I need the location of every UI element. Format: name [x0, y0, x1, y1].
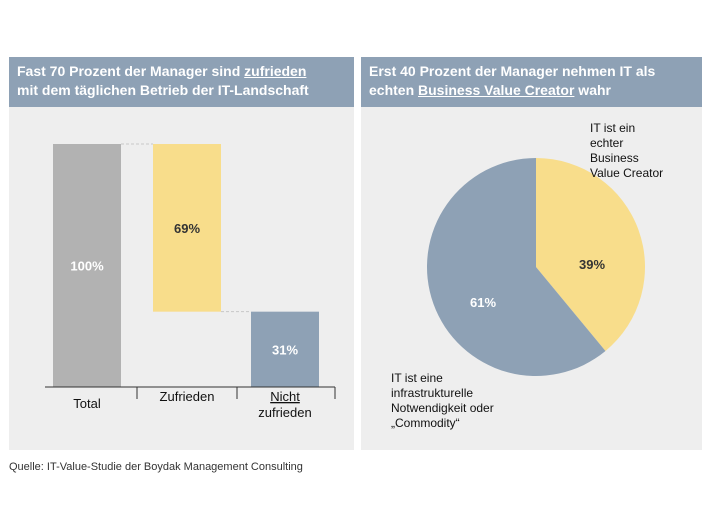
value-creator-title-part: echten: [369, 82, 419, 98]
pie-value-label: 39%: [579, 257, 605, 272]
bar-zufrieden: [153, 144, 221, 312]
pie-category-label: Notwendigkeit oder: [391, 401, 494, 415]
pie-category-label: „Commodity“: [391, 416, 460, 430]
category-label: Total: [73, 396, 101, 411]
pie-slice: [536, 158, 645, 351]
pie-category-label: Business: [590, 151, 639, 165]
bar-total: [53, 144, 121, 387]
pie-slice: [426, 158, 606, 376]
bar-value-label: 31%: [272, 342, 298, 357]
bar-nicht-zufrieden: [251, 311, 319, 387]
value-creator-panel-header: Erst 40 Prozent der Manager nehmen IT al…: [361, 57, 702, 107]
value-creator-title-line1: Erst 40 Prozent der Manager nehmen IT al…: [369, 63, 656, 79]
source-note: Quelle: IT-Value-Studie der Boydak Manag…: [9, 461, 303, 473]
category-label: Nicht: [270, 389, 300, 404]
bar-value-label: 100%: [70, 259, 104, 274]
value-creator-title-part: wahr: [574, 82, 611, 98]
pie-category-label: echter: [590, 136, 623, 150]
pie-category-label: IT ist ein: [590, 121, 635, 135]
pie-value-label: 61%: [470, 295, 496, 310]
pie-category-label: Value Creator: [590, 166, 663, 180]
bar-value-label: 69%: [174, 221, 200, 236]
category-label: zufrieden: [258, 405, 311, 420]
satisfaction-title-line2: mit dem täglichen Betrieb der IT-Landsch…: [17, 82, 309, 98]
category-label: Zufrieden: [160, 389, 215, 404]
satisfaction-title-part: Fast 70 Prozent der Manager sind: [17, 63, 245, 79]
pie-category-label: infrastrukturelle: [391, 386, 473, 400]
pie-category-label: IT ist eine: [391, 371, 443, 385]
satisfaction-panel: Fast 70 Prozent der Manager sind zufried…: [9, 57, 354, 450]
value-creator-title-emphasis: Business Value Creator: [418, 82, 575, 98]
satisfaction-panel-header: Fast 70 Prozent der Manager sind zufried…: [9, 57, 354, 107]
satisfaction-title-emphasis: zufrieden: [244, 63, 307, 79]
value-creator-panel: Erst 40 Prozent der Manager nehmen IT al…: [361, 57, 702, 450]
